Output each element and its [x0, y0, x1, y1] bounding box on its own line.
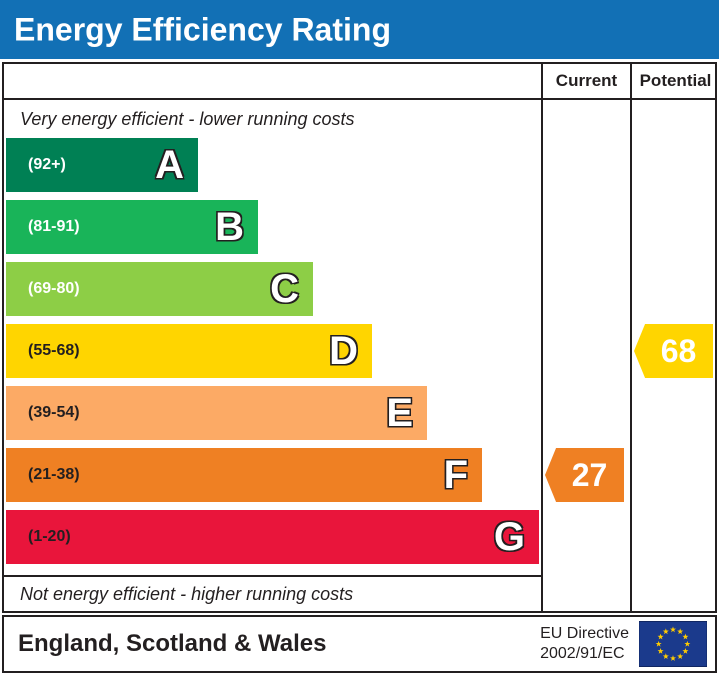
- band-row-d: (55-68) D: [6, 324, 372, 378]
- table-header-row: Current Potential: [4, 64, 715, 100]
- column-header-potential: Potential: [639, 71, 712, 90]
- current-rating-value: 27: [571, 457, 608, 493]
- band-letter-d: D: [328, 329, 359, 373]
- column-divider-current: [541, 64, 543, 611]
- caption-not-efficient: Not energy efficient - higher running co…: [20, 584, 354, 604]
- band-range-d: (55-68): [28, 342, 80, 359]
- column-header-current: Current: [555, 71, 618, 90]
- band-range-b: (81-91): [28, 218, 80, 235]
- footer-directive: EU Directive 2002/91/EC: [540, 624, 629, 664]
- footer-directive-line2: 2002/91/EC: [540, 645, 625, 662]
- band-letter-b: B: [214, 205, 245, 249]
- band-row-g: (1-20) G: [6, 510, 539, 564]
- band-range-c: (69-80): [28, 280, 80, 297]
- band-range-e: (39-54): [28, 404, 80, 421]
- band-letter-a: A: [154, 143, 185, 187]
- footer-directive-line1: EU Directive: [540, 625, 629, 642]
- band-letter-c: C: [269, 267, 300, 311]
- potential-rating-marker: 68: [634, 324, 713, 378]
- band-list: (92+) A (81-91) B (69-80) C (55-68) D (3…: [4, 138, 541, 575]
- caption-divider: [4, 575, 541, 577]
- current-rating-marker: 27: [545, 448, 624, 502]
- footer-bar: England, Scotland & Wales EU Directive 2…: [2, 615, 717, 673]
- band-row-c: (69-80) C: [6, 262, 313, 316]
- band-range-a: (92+): [28, 156, 66, 173]
- band-row-f: (21-38) F: [6, 448, 482, 502]
- potential-rating-value: 68: [660, 333, 697, 369]
- caption-very-efficient: Very energy efficient - lower running co…: [20, 109, 355, 129]
- rating-table: Current Potential Very energy efficient …: [2, 62, 717, 613]
- footer-region-label: England, Scotland & Wales: [18, 630, 327, 657]
- band-letter-g: G: [493, 515, 526, 559]
- eu-flag-icon: [639, 621, 707, 667]
- column-divider-potential: [630, 64, 632, 611]
- band-range-f: (21-38): [28, 466, 80, 483]
- band-row-b: (81-91) B: [6, 200, 258, 254]
- title-banner: Energy Efficiency Rating: [0, 0, 719, 59]
- band-row-e: (39-54) E: [6, 386, 427, 440]
- band-range-g: (1-20): [28, 528, 71, 545]
- page-title: Energy Efficiency Rating: [14, 11, 391, 47]
- band-letter-e: E: [385, 391, 414, 435]
- band-row-a: (92+) A: [6, 138, 198, 192]
- band-letter-f: F: [443, 453, 469, 497]
